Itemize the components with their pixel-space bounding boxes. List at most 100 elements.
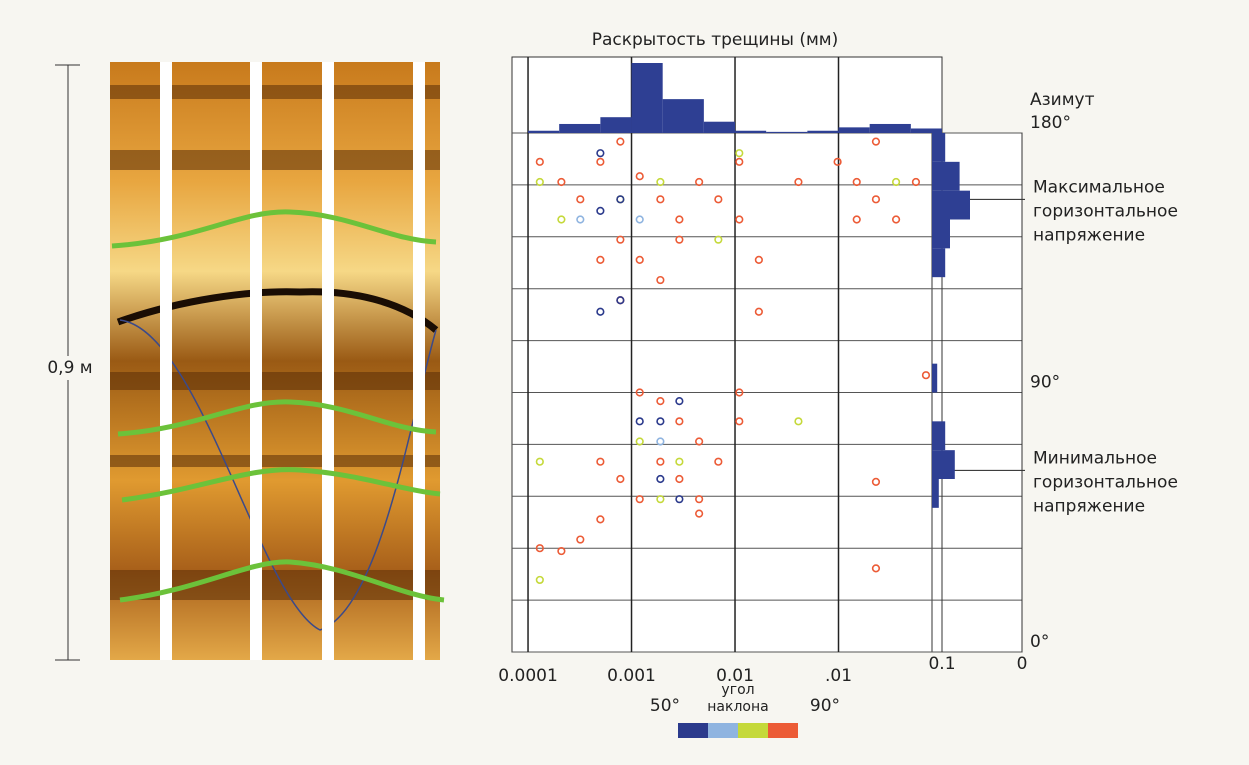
point	[675, 235, 684, 244]
point	[695, 437, 704, 446]
legend-min: 50°	[650, 696, 680, 716]
point	[794, 177, 803, 187]
point	[675, 457, 684, 466]
x-tick-label: 0.0001	[498, 666, 557, 686]
point	[596, 149, 605, 158]
point	[871, 195, 881, 204]
chart-title: Раскрытость трещины (мм)	[592, 30, 839, 50]
point	[635, 495, 644, 504]
point	[596, 457, 605, 466]
point	[714, 457, 723, 466]
point	[616, 296, 625, 305]
hist-bar	[869, 123, 911, 133]
point	[656, 275, 665, 285]
point	[656, 195, 665, 204]
point	[695, 177, 704, 187]
point	[656, 397, 665, 406]
point	[616, 137, 625, 146]
point	[675, 474, 684, 484]
point	[852, 215, 861, 224]
point	[656, 437, 665, 446]
point	[535, 575, 544, 585]
annotation-text: горизонтальное	[1033, 472, 1178, 492]
point	[871, 564, 881, 573]
point	[891, 177, 901, 187]
point	[656, 177, 665, 187]
annotation-text: напряжение	[1033, 225, 1145, 245]
hist-bar	[662, 99, 704, 133]
borehole-image	[110, 62, 445, 660]
side-tick-label: 0	[1017, 654, 1028, 674]
point	[557, 215, 566, 224]
point	[616, 474, 625, 484]
side-hist-bar	[932, 219, 950, 249]
point	[794, 417, 803, 426]
point	[735, 388, 744, 397]
point	[596, 157, 605, 166]
side-hist-bar	[932, 479, 939, 508]
point	[656, 495, 665, 504]
point	[596, 307, 605, 316]
point	[852, 177, 861, 187]
hist-bar	[910, 128, 942, 133]
y-tick-label: 0°	[1030, 632, 1049, 652]
point	[714, 235, 723, 244]
hist-bar	[528, 130, 560, 133]
point	[656, 417, 665, 426]
y-tick-label: 180°	[1030, 113, 1071, 133]
point	[576, 215, 585, 224]
annotation-text: горизонтальное	[1033, 201, 1178, 221]
legend-swatch	[768, 723, 798, 738]
point	[921, 371, 931, 380]
point	[675, 417, 684, 426]
annotation-text: Максимальное	[1033, 177, 1165, 197]
point	[911, 177, 921, 187]
y-axis-title: Азимут	[1030, 90, 1095, 110]
point	[635, 215, 644, 224]
point	[675, 215, 684, 224]
point	[656, 474, 665, 484]
point	[833, 157, 842, 166]
side-hist-bar	[932, 133, 946, 162]
hist-bar	[631, 63, 663, 133]
side-hist-bar	[932, 248, 946, 278]
hist-bar	[735, 130, 767, 133]
point	[616, 235, 625, 244]
side-tick-label: 0.1	[928, 654, 955, 674]
point	[596, 206, 605, 215]
point	[695, 495, 704, 504]
x-tick-label: 0.001	[607, 666, 656, 686]
point	[735, 149, 744, 158]
point	[754, 307, 763, 316]
legend-title: угол	[721, 682, 754, 698]
point	[871, 137, 881, 146]
x-tick-label: .01	[825, 666, 852, 686]
side-hist-bar	[932, 421, 946, 451]
legend-max: 90°	[810, 696, 840, 716]
point	[616, 195, 625, 204]
point	[557, 546, 566, 556]
point	[635, 437, 644, 446]
x-tick-label: 0.01	[716, 666, 754, 686]
hist-bar	[838, 127, 870, 133]
point	[596, 255, 605, 264]
side-hist-bar	[932, 450, 955, 479]
legend-swatch	[738, 723, 768, 738]
legend-swatch	[678, 723, 708, 738]
point	[675, 397, 684, 406]
point	[635, 417, 644, 426]
point	[576, 195, 585, 204]
side-hist-bar	[932, 190, 970, 220]
point	[891, 215, 901, 224]
side-hist-bar	[932, 363, 938, 393]
scale-label: 0,9 м	[47, 358, 92, 378]
point	[735, 215, 744, 224]
point	[635, 255, 644, 264]
plot-area	[511, 56, 943, 653]
annotation-text: напряжение	[1033, 496, 1145, 516]
point	[576, 535, 585, 544]
point	[596, 515, 605, 524]
point	[735, 157, 744, 166]
point	[871, 477, 881, 486]
